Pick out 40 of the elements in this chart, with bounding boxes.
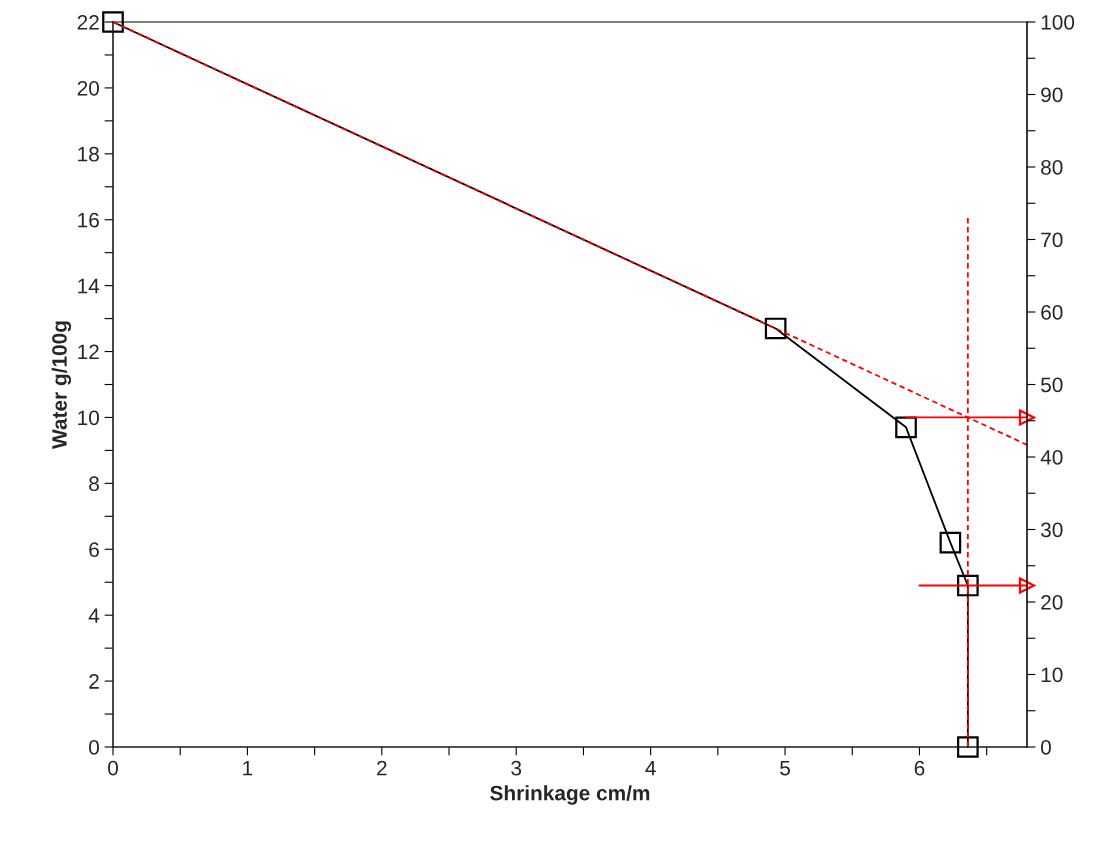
y-tick-label: 4 — [88, 608, 100, 623]
x-tick-label: 6 — [914, 760, 925, 776]
point — [957, 736, 979, 758]
y-tick-label: 14 — [78, 278, 100, 294]
y-tick-label: 16 — [78, 212, 99, 228]
y-tick-label: 0 — [89, 740, 99, 755]
y2-tick-label: 70 — [1041, 232, 1063, 248]
y2-tick-label: 100 — [1041, 15, 1075, 30]
y2-tick-label: 80 — [1041, 160, 1063, 175]
x-tick-label: 5 — [780, 760, 790, 776]
y-tick-label: 10 — [78, 410, 99, 426]
y2-tick-label: 20 — [1041, 595, 1063, 610]
x-tick-label: 1 — [243, 760, 253, 776]
y2-tick-label: 90 — [1041, 87, 1063, 103]
y2-tick-label: 10 — [1041, 667, 1063, 683]
y2-tick-label: 0 — [1041, 740, 1051, 755]
y2-tick-label: 40 — [1040, 450, 1063, 465]
point — [1018, 577, 1036, 594]
y-tick-label: 6 — [89, 542, 99, 558]
y-tick-label: 12 — [78, 344, 99, 360]
y2-tick-label: 60 — [1041, 305, 1063, 320]
y-tick-label: 18 — [78, 146, 99, 162]
point — [957, 574, 979, 597]
point — [764, 317, 787, 340]
y-tick-label: 22 — [77, 15, 99, 30]
y-tick-label: 2 — [89, 674, 99, 689]
y2-tick-label: 50 — [1041, 377, 1063, 393]
point — [102, 11, 124, 33]
y-tick-label: 20 — [77, 80, 99, 96]
point — [895, 416, 917, 439]
x-tick-label: 0 — [108, 760, 118, 776]
y2-tick-label: 30 — [1040, 522, 1063, 538]
point — [939, 531, 962, 554]
point — [1018, 409, 1036, 426]
y-tick-label: 8 — [89, 476, 99, 492]
x-tick-label: 3 — [511, 760, 522, 776]
y-axis-title: Water g/100g — [51, 321, 72, 449]
x-tick-label: 2 — [377, 760, 387, 776]
x-tick-label: 4 — [645, 760, 656, 776]
x-axis-title: Shrinkage cm/m — [490, 785, 650, 805]
